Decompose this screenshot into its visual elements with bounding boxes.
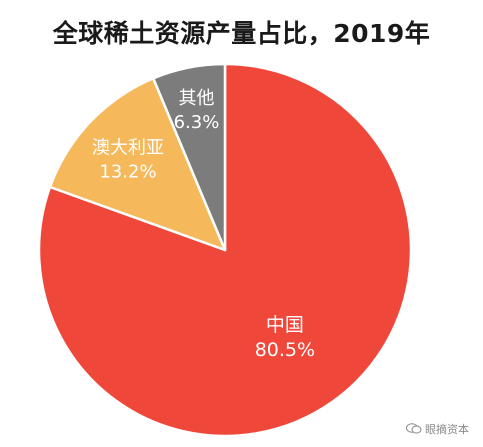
chart-title: 全球稀土资源产量占比，2019年 (52, 19, 431, 48)
slice-label-2: 澳大利亚 (92, 138, 164, 159)
pie-slice-3 (152, 62, 227, 252)
slice-label-3: 其他 (178, 88, 214, 109)
pie-labels: 中国 80.5% 澳大利亚 13.2% 其他 6.3% (92, 88, 315, 361)
pie-slices (37, 62, 413, 438)
watermark-text: 眼摘资本 (425, 423, 469, 436)
slice-label-1: 中国 (266, 314, 304, 336)
pie-slice-2 (48, 77, 227, 252)
wechat-icon (406, 423, 422, 434)
slice-value-1: 80.5% (255, 339, 315, 361)
watermark: 眼摘资本 (406, 421, 469, 437)
slice-value-2: 13.2% (99, 162, 156, 183)
slice-value-3: 6.3% (174, 112, 220, 133)
